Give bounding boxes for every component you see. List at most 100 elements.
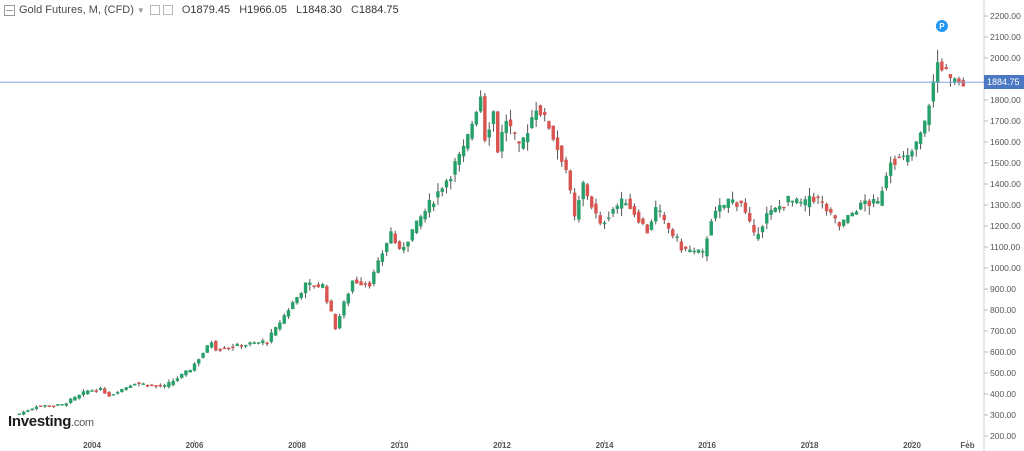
time-tick-label: 2016 — [698, 441, 716, 450]
candle-body — [726, 198, 731, 208]
settings-square-icon[interactable] — [149, 5, 160, 15]
candle-body — [649, 221, 654, 230]
candle-body — [410, 229, 415, 241]
price-tick-label: 500.00 — [990, 368, 1016, 378]
candle-body — [34, 406, 39, 409]
price-tick-label: 1300.00 — [990, 200, 1021, 210]
candle-body — [376, 260, 380, 273]
time-tick-label: 2020 — [903, 441, 921, 450]
chevron-down-icon[interactable]: ▼ — [136, 5, 145, 15]
candle-body — [555, 137, 560, 151]
candle-body — [918, 132, 923, 145]
chart-legend: Gold Futures, M, (CFD) ▼ O1879.45 H1966.… — [4, 3, 405, 17]
candle-body — [286, 310, 291, 317]
candle-body — [397, 241, 402, 250]
candle-body — [359, 281, 363, 286]
candle-body — [863, 200, 867, 205]
candle-body — [504, 120, 508, 134]
candle-body — [51, 405, 56, 407]
instrument-title[interactable]: Gold Futures, M, (CFD) — [19, 4, 134, 16]
time-tick-label: 2006 — [186, 441, 204, 450]
candle-body — [867, 200, 871, 206]
candle-body — [850, 213, 854, 217]
candle-body — [209, 342, 214, 348]
candle-body — [675, 236, 679, 239]
candle-body — [466, 134, 470, 149]
candle-body — [530, 117, 534, 129]
candle-body — [679, 241, 684, 251]
close-label: C — [350, 4, 359, 16]
candle-body — [431, 203, 436, 208]
high-label: H — [239, 4, 248, 16]
candle-body — [551, 125, 555, 140]
candle-body — [688, 249, 692, 252]
candle-body — [39, 405, 43, 407]
candle-body — [17, 413, 22, 416]
open-value: 1879.45 — [190, 4, 231, 16]
candle-body — [906, 154, 910, 163]
candle-body — [888, 162, 893, 176]
earnings-marker[interactable]: P — [935, 20, 948, 32]
candle-body — [120, 389, 124, 393]
candle-body — [560, 145, 564, 162]
candle-body — [137, 382, 141, 385]
candle-body — [419, 216, 423, 227]
candle-body — [291, 302, 295, 310]
candle-body — [859, 202, 863, 210]
price-tick-label: 300.00 — [990, 410, 1016, 420]
ohlc-values: O1879.45 H1966.05 L1848.30 C1884.75 — [182, 4, 405, 16]
candle-body — [179, 373, 184, 378]
candles-layer — [17, 49, 965, 416]
price-tick-label: 200.00 — [990, 431, 1016, 441]
candle-body — [876, 200, 880, 204]
candle-body — [248, 342, 252, 345]
candle-body — [218, 348, 222, 351]
time-tick-label: 2010 — [391, 441, 409, 450]
candle-body — [534, 110, 538, 120]
candle-body — [568, 170, 573, 191]
investing-logo[interactable]: Investing.com — [8, 413, 94, 430]
candle-body — [756, 234, 760, 240]
candle-body — [299, 293, 303, 298]
candle-body — [615, 205, 620, 209]
candle-body — [701, 251, 705, 253]
collapse-legend-icon[interactable] — [4, 4, 15, 16]
marker-label: P — [939, 22, 945, 31]
close-value: 1884.75 — [358, 4, 399, 16]
candle-body — [303, 282, 308, 294]
candle-body — [496, 111, 500, 153]
candle-body — [214, 340, 218, 351]
candle-body — [589, 196, 594, 208]
candle-body — [927, 105, 931, 126]
candle-body — [244, 345, 248, 347]
candle-body — [854, 211, 859, 215]
candle-body — [812, 196, 816, 202]
candle-body — [363, 283, 368, 285]
candle-body — [201, 352, 205, 358]
price-tick-label: 1000.00 — [990, 263, 1021, 273]
candle-body — [47, 405, 51, 407]
candle-body — [427, 200, 432, 213]
candle-body — [261, 340, 265, 343]
candle-body — [111, 394, 116, 396]
candle-body — [483, 96, 487, 141]
candle-body — [581, 182, 585, 200]
candle-body — [782, 206, 786, 209]
candle-body — [222, 347, 227, 350]
candle-body — [269, 332, 274, 342]
candle-body — [846, 215, 850, 223]
candle-body — [777, 206, 782, 210]
price-tick-label: 2100.00 — [990, 32, 1021, 42]
candle-body — [338, 316, 342, 329]
hide-square-icon[interactable] — [162, 5, 173, 15]
time-tick-label: 2012 — [493, 441, 511, 450]
candle-body — [444, 180, 449, 188]
candle-body — [380, 253, 385, 262]
candle-body — [654, 207, 658, 222]
candle-body — [658, 210, 662, 212]
candle-body — [508, 119, 513, 127]
candle-body — [914, 141, 918, 150]
candle-body — [880, 190, 884, 206]
candle-body — [662, 214, 666, 221]
